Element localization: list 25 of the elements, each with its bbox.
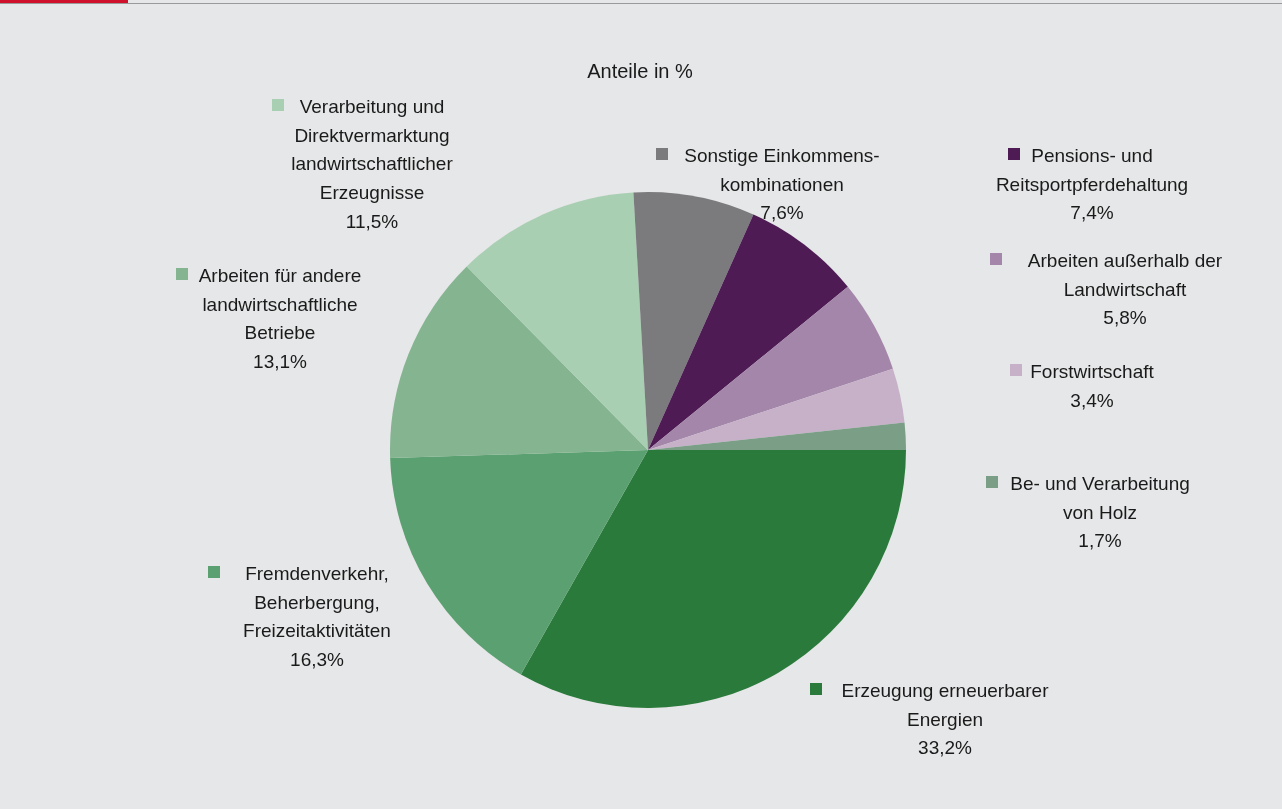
data-label: 13,1% <box>253 351 308 373</box>
legend-label: Arbeiten für andere landwirtschaftliche Betriebe <box>198 265 362 344</box>
legend-label: Erzeugung erneuerbarer Energien <box>841 680 1050 730</box>
data-label: 3,4% <box>1070 389 1114 411</box>
pie-slice <box>648 286 893 450</box>
legend-label: Forstwirtschaft <box>1030 361 1155 382</box>
legend-label: Be- und Verarbeitung von Holz <box>1010 473 1190 523</box>
legend-label: Verarbeitung und Direktvermarktung landwirtschaftlicher Erzeugnisse <box>291 96 454 204</box>
data-label: 16,3% <box>290 649 345 671</box>
data-label: 11,5% <box>345 210 399 232</box>
pie-slice <box>648 368 905 450</box>
chart-title: Anteile in % <box>587 60 694 82</box>
data-label: 1,7% <box>1078 530 1122 552</box>
legend-label: Fremdenverkehr, Beherbergung, Freizeitaktivitäten <box>243 563 391 642</box>
legend-label: Pensions- und Reitsportpferdehaltung <box>995 145 1189 195</box>
pie-slice <box>633 192 754 450</box>
pie-slice <box>466 192 648 450</box>
pie-slice <box>390 266 648 459</box>
data-label: 5,8% <box>1103 307 1147 329</box>
data-label: 33,2% <box>918 737 973 759</box>
legend-label: Sonstige Einkommens- kombinationen <box>684 145 880 195</box>
data-label: 7,4% <box>1070 202 1114 224</box>
legend-label: Arbeiten außerhalb der Landwirtschaft <box>1027 250 1223 300</box>
pie-slice <box>390 450 648 675</box>
data-label: 7,6% <box>760 202 804 224</box>
